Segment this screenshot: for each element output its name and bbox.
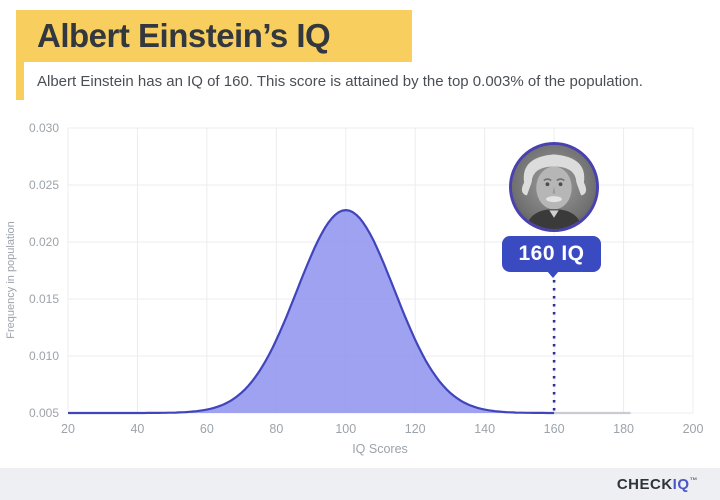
- svg-text:0.025: 0.025: [29, 178, 59, 192]
- svg-text:100: 100: [335, 422, 356, 436]
- iq-score-badge: 160 IQ: [502, 236, 601, 272]
- svg-text:180: 180: [613, 422, 634, 436]
- einstein-photo: [509, 142, 599, 232]
- x-axis-title: IQ Scores: [352, 442, 408, 456]
- bell-curve-line: [68, 209, 555, 415]
- brand-trademark: ™: [689, 475, 698, 485]
- footer-bar: CHECKIQ™: [0, 468, 720, 500]
- bell-curve-fill: [68, 210, 555, 413]
- y-axis-title: Frequency in population: [5, 221, 17, 338]
- svg-text:160: 160: [544, 422, 565, 436]
- x-axis-labels: 20 40 60 80 100 120 140 160 180 200: [61, 422, 703, 436]
- svg-text:40: 40: [130, 422, 144, 436]
- brand-primary: CHECK: [616, 475, 673, 493]
- y-axis-labels: 0.005 0.010 0.015 0.020 0.025 0.030: [29, 121, 59, 420]
- svg-text:20: 20: [61, 422, 75, 436]
- brand-secondary: IQ: [672, 475, 690, 493]
- svg-text:0.020: 0.020: [29, 235, 59, 249]
- svg-text:80: 80: [269, 422, 283, 436]
- checkiq-logo: CHECKIQ™: [617, 476, 698, 493]
- svg-text:0.010: 0.010: [29, 349, 59, 363]
- svg-text:200: 200: [683, 422, 704, 436]
- title-highlight-block: Albert Einstein’s IQ: [16, 10, 412, 62]
- svg-text:140: 140: [474, 422, 495, 436]
- svg-text:0.015: 0.015: [29, 292, 59, 306]
- svg-text:60: 60: [200, 422, 214, 436]
- subtitle-accent-bar: [16, 62, 24, 100]
- svg-text:0.030: 0.030: [29, 121, 59, 135]
- iq-badge-pointer: [547, 271, 559, 278]
- page-title: Albert Einstein’s IQ: [37, 17, 331, 54]
- subtitle-text: Albert Einstein has an IQ of 160. This s…: [37, 73, 643, 90]
- svg-text:120: 120: [405, 422, 426, 436]
- einstein-portrait-graphic: [512, 145, 596, 229]
- svg-text:0.005: 0.005: [29, 406, 59, 420]
